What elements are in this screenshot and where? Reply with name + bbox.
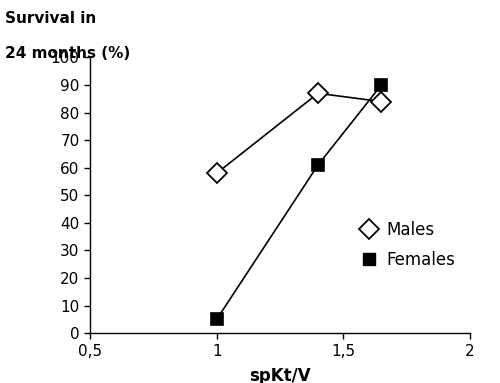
Males bbox=[378, 99, 384, 104]
Text: Survival in: Survival in bbox=[5, 11, 96, 26]
Males bbox=[214, 171, 220, 175]
Females bbox=[315, 163, 321, 167]
Text: 24 months (%): 24 months (%) bbox=[5, 46, 130, 61]
Legend: Males, Females: Males, Females bbox=[354, 214, 462, 275]
Line: Males: Males bbox=[210, 86, 388, 180]
Females bbox=[378, 83, 384, 87]
Line: Females: Females bbox=[211, 79, 387, 325]
Males bbox=[315, 91, 321, 96]
X-axis label: spKt/V: spKt/V bbox=[249, 367, 311, 383]
Females bbox=[214, 317, 220, 322]
